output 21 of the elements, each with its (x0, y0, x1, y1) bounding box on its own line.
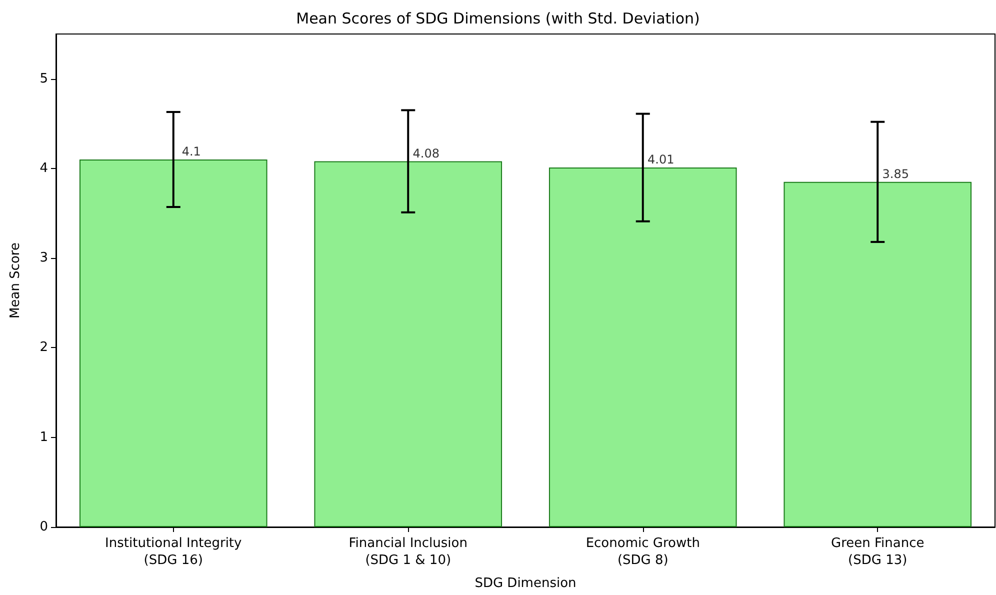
x-axis-title: SDG Dimension (474, 576, 576, 591)
bar (548, 168, 737, 527)
y-tick-label: 0 (40, 520, 48, 534)
y-tick-label: 3 (40, 250, 48, 266)
y-tick-label: 2 (40, 340, 48, 356)
data-label: 3.85 (882, 166, 909, 181)
x-tick-label: Financial Inclusion (SDG 1 & 10) (348, 536, 468, 568)
chart-title: Mean Scores of SDG Dimensions (with Std. Deviation) (296, 10, 700, 28)
y-tick-label: 1 (40, 430, 48, 445)
y-axis-title: Mean Score (8, 242, 23, 318)
x-tick-label: Green Finance (SDG 13) (831, 536, 924, 568)
data-label: 4.1 (182, 144, 201, 158)
x-tick-label: Institutional Integrity (SDG 16) (105, 536, 242, 568)
x-tick-label: Economic Growth (SDG 8) (586, 536, 700, 568)
data-label: 4.08 (412, 146, 440, 160)
bar (314, 161, 502, 527)
bar (79, 159, 268, 527)
data-label: 4.01 (648, 152, 674, 167)
y-tick-label: 4 (40, 160, 48, 176)
bar (784, 182, 972, 527)
y-tick-label: 5 (40, 71, 48, 86)
